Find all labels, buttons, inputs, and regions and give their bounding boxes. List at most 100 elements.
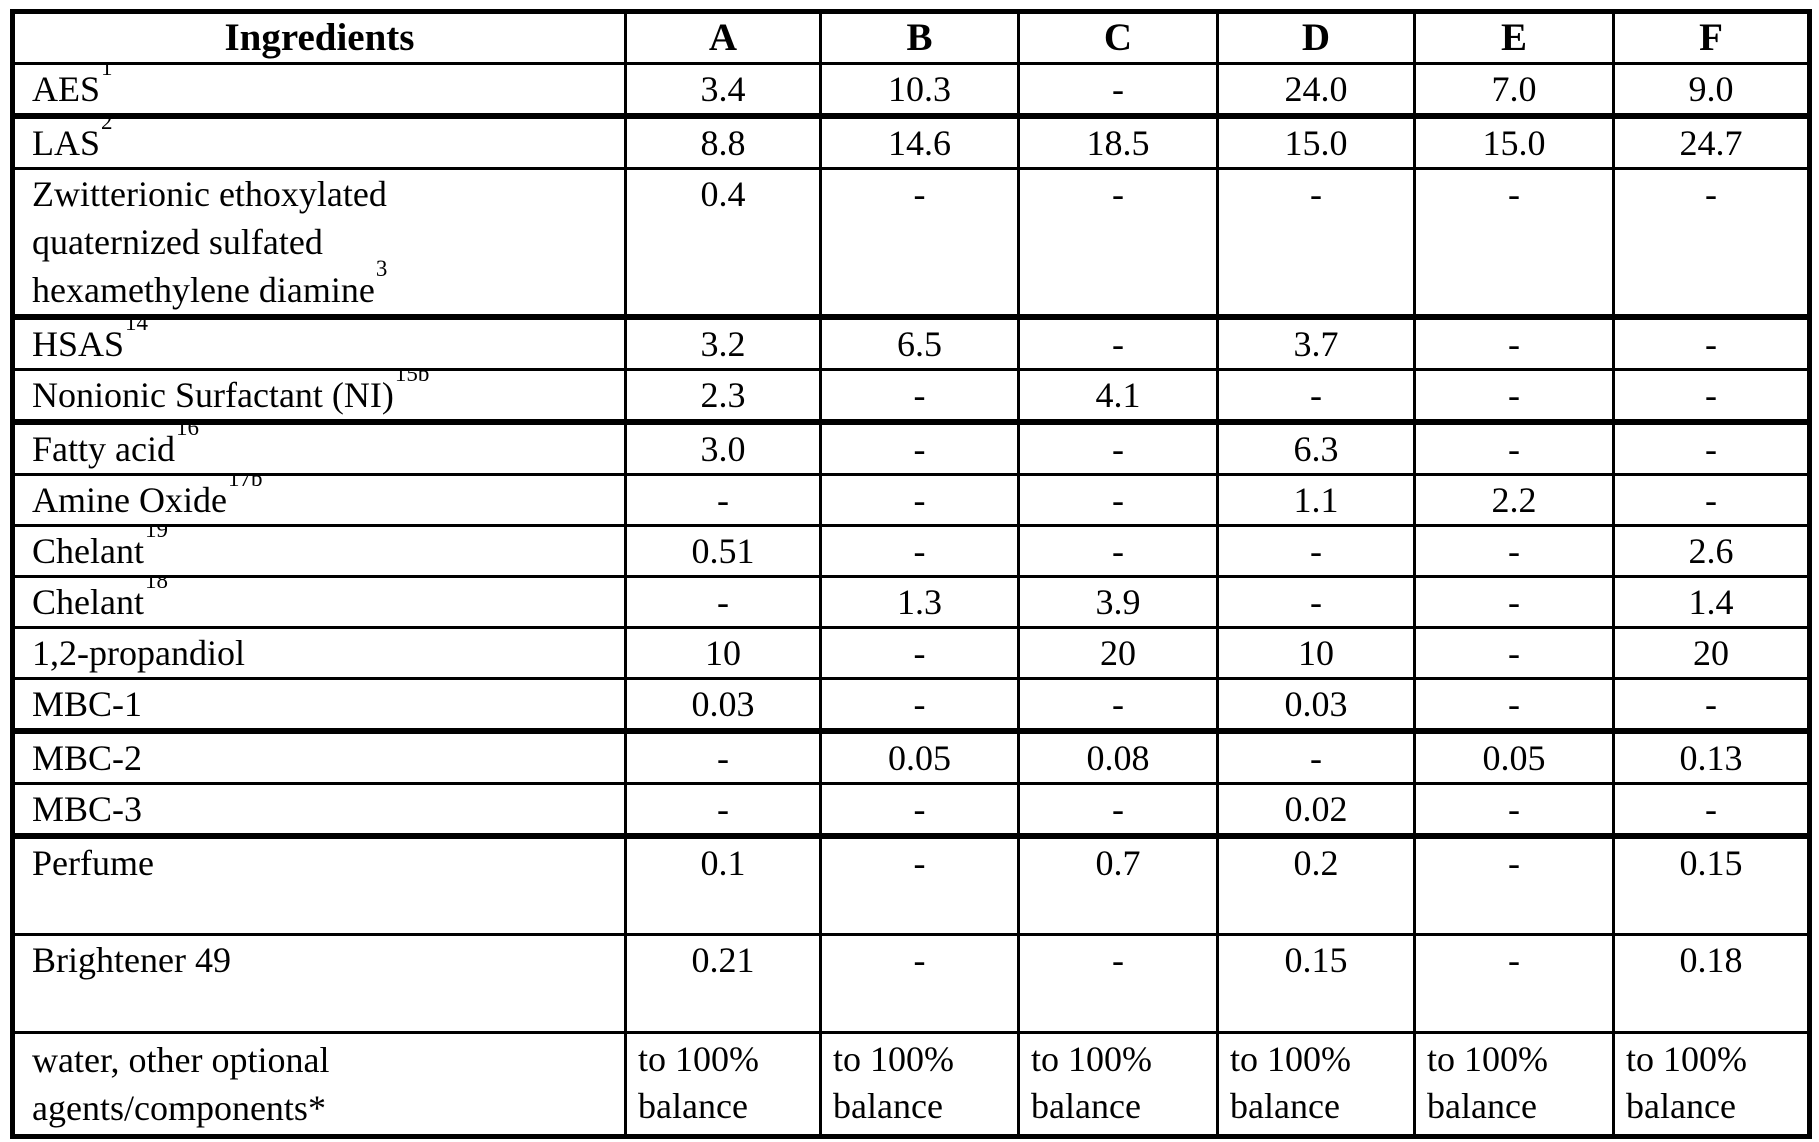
- table-row: Brightener 49 0.21- -0.15-0.18: [11, 932, 1811, 1034]
- value-cell: -: [1413, 167, 1615, 320]
- value-cell: 3.9: [1017, 575, 1219, 629]
- value-cell: 0.03: [1216, 677, 1416, 734]
- column-header-formula-D: D: [1216, 10, 1416, 65]
- ingredient-name-line: quaternized sulfated: [32, 218, 618, 266]
- table-row: MBC-3- - -0.02- -: [11, 782, 1811, 839]
- value-cell: -: [1612, 677, 1811, 734]
- ingredient-name-cell: Zwitterionic ethoxylated quaternized sulf…: [11, 167, 627, 320]
- ingredient-name-text: hexamethylene diamine: [32, 270, 375, 310]
- value-cell: 1.1: [1216, 473, 1416, 527]
- ingredient-name-cell: Chelant18: [11, 575, 627, 629]
- ingredient-name-text: AES: [32, 69, 101, 109]
- ingredient-name-line: Zwitterionic ethoxylated: [32, 171, 618, 218]
- ingredient-name-text: Perfume: [32, 843, 154, 883]
- ingredient-name-cell: Fatty acid16: [11, 420, 627, 476]
- value-cell: 7.0: [1413, 62, 1615, 119]
- value-cell: 6.5: [819, 315, 1020, 371]
- value-cell: to 100% balance: [1612, 1030, 1811, 1138]
- value-cell: 14.6: [819, 114, 1020, 170]
- table-row: Zwitterionic ethoxylated quaternized sulf…: [11, 167, 1811, 320]
- value-cell: 3.4: [624, 62, 822, 119]
- value-cell: -: [1017, 473, 1219, 527]
- value-cell: 6.3: [1216, 420, 1416, 476]
- ingredient-name-text: quaternized sulfated: [32, 222, 323, 262]
- header-row: Ingredients A B C D E F: [11, 10, 1811, 65]
- value-cell: -: [1612, 368, 1811, 425]
- value-cell: 18.5: [1017, 114, 1219, 170]
- ingredient-name-text: agents/components*: [32, 1087, 326, 1128]
- table-row: Nonionic Surfactant (NI)15b 2.3-4.1- - -: [11, 368, 1811, 425]
- value-cell: -: [1612, 473, 1811, 527]
- ingredient-name-line: hexamethylene diamine3: [32, 257, 618, 311]
- ingredient-name-cell: Amine Oxide17b: [11, 473, 627, 527]
- value-cell: -: [1017, 782, 1219, 839]
- value-cell: -: [819, 167, 1020, 320]
- footnote-superscript: 16: [175, 422, 199, 441]
- ingredient-name-line: Nonionic Surfactant (NI)15b: [32, 372, 618, 416]
- value-cell: -: [819, 932, 1020, 1034]
- value-cell: 3.0: [624, 420, 822, 476]
- value-cell: 0.13: [1612, 729, 1811, 785]
- table-row: AES1 3.4 10.3-24.0 7.0 9.0: [11, 62, 1811, 119]
- ingredient-name-text: MBC-1: [32, 684, 143, 724]
- value-cell: 0.15: [1216, 932, 1416, 1034]
- value-cell: 0.1: [624, 834, 822, 936]
- value-cell: 0.21: [624, 932, 822, 1034]
- ingredient-name-text: Chelant: [32, 531, 144, 571]
- ingredient-name-text: Chelant: [32, 582, 144, 622]
- ingredient-name-text: 1,2-propandiol: [32, 633, 245, 673]
- value-cell: -: [1017, 524, 1219, 578]
- value-cell: -: [1612, 782, 1811, 839]
- table-row: Perfume 0.1-0.7 0.2-0.15: [11, 834, 1811, 936]
- value-cell: -: [1612, 315, 1811, 371]
- value-cell: 2.6: [1612, 524, 1811, 578]
- value-cell: 2.3: [624, 368, 822, 425]
- ingredient-name-line: agents/components*: [32, 1084, 618, 1132]
- ingredient-name-cell: Perfume: [11, 834, 627, 936]
- ingredient-name-line: Chelant18: [32, 580, 618, 625]
- ingredient-name-line: Amine Oxide17b: [32, 478, 618, 523]
- value-cell: 2.2: [1413, 473, 1615, 527]
- value-cell: -: [819, 677, 1020, 734]
- value-cell: -: [819, 626, 1020, 680]
- footnote-superscript: 3: [375, 256, 388, 282]
- value-cell: 15.0: [1413, 114, 1615, 170]
- ingredient-name-text: HSAS: [32, 324, 125, 364]
- value-cell: to 100% balance: [819, 1030, 1020, 1138]
- table-row: MBC-2-0.05 0.08-0.05 0.13: [11, 729, 1811, 785]
- value-cell: -: [1017, 62, 1219, 119]
- value-cell: 9.0: [1612, 62, 1811, 119]
- table-row: LAS2 8.8 14.6 18.5 15.0 15.0 24.7: [11, 114, 1811, 170]
- ingredient-name-cell: LAS2: [11, 114, 627, 170]
- value-cell: 3.2: [624, 315, 822, 371]
- value-cell: -: [1017, 167, 1219, 320]
- value-cell: 0.15: [1612, 834, 1811, 936]
- ingredient-name-line: LAS2: [32, 119, 618, 166]
- ingredient-name-line: HSAS14: [32, 320, 618, 367]
- ingredient-name-line: 1,2-propandiol: [32, 631, 618, 676]
- column-header-formula-C: C: [1017, 10, 1219, 65]
- value-cell: -: [1413, 626, 1615, 680]
- ingredient-name-line: Chelant19: [32, 529, 618, 574]
- value-cell: -: [819, 782, 1020, 839]
- value-cell: 24.7: [1612, 114, 1811, 170]
- table-row: Chelant19 0.51- - - -2.6: [11, 524, 1811, 578]
- value-cell: -: [1413, 834, 1615, 936]
- value-cell: -: [1413, 315, 1615, 371]
- value-cell: 0.18: [1612, 932, 1811, 1034]
- ingredient-name-cell: Nonionic Surfactant (NI)15b: [11, 368, 627, 425]
- ingredient-name-cell: MBC-1: [11, 677, 627, 734]
- value-cell: 20: [1612, 626, 1811, 680]
- ingredient-name-text: water, other optional: [32, 1039, 330, 1080]
- value-cell: -: [1216, 575, 1416, 629]
- value-cell: -: [1413, 524, 1615, 578]
- value-cell: 15.0: [1216, 114, 1416, 170]
- ingredient-name-cell: MBC-2: [11, 729, 627, 785]
- column-header-formula-F: F: [1612, 10, 1811, 65]
- ingredient-name-text: Nonionic Surfactant (NI): [32, 375, 394, 415]
- value-cell: -: [819, 368, 1020, 425]
- ingredient-name-line: AES1: [32, 66, 618, 110]
- value-cell: -: [819, 834, 1020, 936]
- value-cell: -: [624, 782, 822, 839]
